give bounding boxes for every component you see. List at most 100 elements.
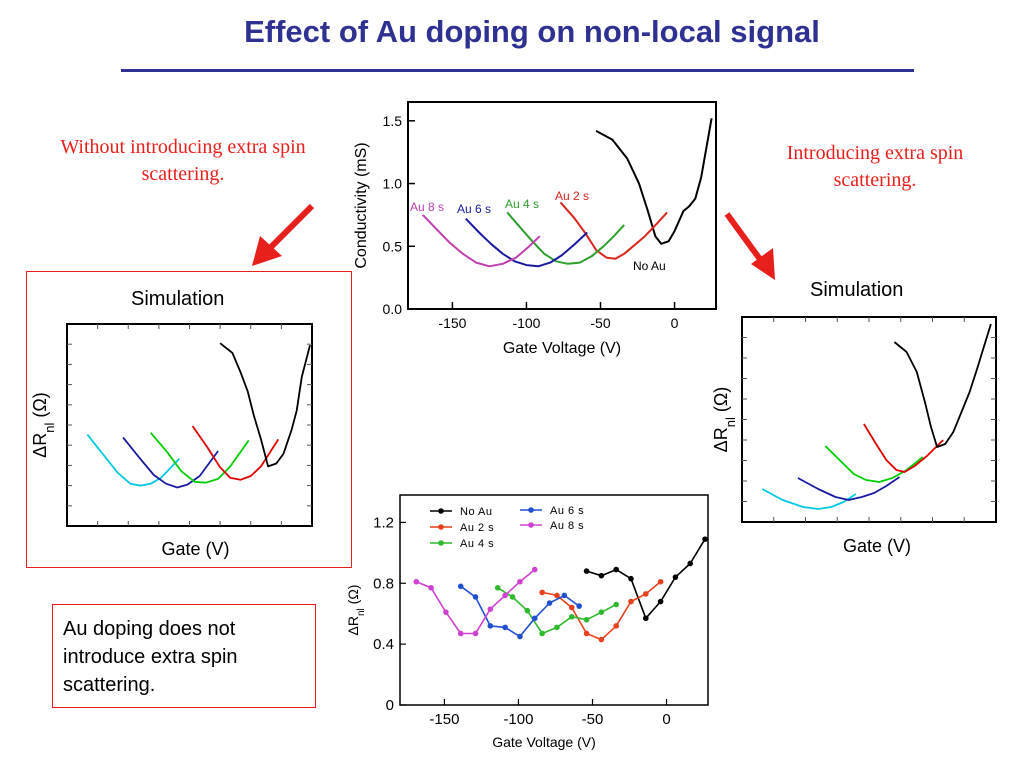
left-simulation-label: Simulation: [131, 288, 225, 310]
left-simulation-box: [26, 271, 352, 568]
nl-point-au-4-s: [583, 616, 590, 623]
cond-plot-frame: [407, 101, 717, 310]
nl-point-au-2-s: [657, 578, 664, 585]
cond-series-label: No Au: [633, 259, 666, 273]
nl-point-au-2-s: [568, 604, 575, 611]
nl-point-au-8-s: [502, 592, 508, 599]
nl-series-line-au-8-s: [415, 568, 536, 635]
cond-x-tick-label: -150: [438, 315, 466, 331]
left-note: Without introducing extra spin scatterin…: [60, 136, 306, 185]
cond-series-line-au-2-s: [559, 201, 668, 260]
nl-y-tick-label: 0: [386, 697, 394, 714]
title-underline: [121, 69, 914, 72]
nl-x-tick-label: -100: [503, 711, 533, 728]
nl-point-au-2-s: [539, 589, 545, 596]
simR-plot-frame: [741, 316, 997, 523]
cond-series-label: Au 2 s: [555, 189, 589, 203]
nl-y-axis-label: ΔRnl (Ω): [345, 585, 367, 636]
nl-point-au-6-s: [472, 594, 479, 600]
nl-series-line-au-6-s: [460, 585, 580, 638]
simR-series-line-2: [824, 445, 924, 483]
nl-point-no-au: [687, 560, 694, 567]
cond-series-line-au-6-s: [465, 218, 588, 268]
nl-point-au-4-s: [568, 613, 575, 620]
cond-x-tick-label: -50: [590, 315, 610, 331]
nl-point-au-4-s: [613, 601, 619, 608]
cond-y-tick-label: 0.5: [383, 238, 403, 254]
slide-title: Effect of Au doping on non-local signal: [244, 14, 820, 49]
cond-series-label: Au 4 s: [505, 197, 539, 211]
nl-point-no-au: [598, 572, 605, 579]
nl-point-au-8-s: [487, 606, 494, 612]
nl-point-au-4-s: [598, 609, 605, 615]
nl-plot-frame: [399, 494, 709, 706]
simR-series-line-4: [893, 323, 992, 448]
nl-series-line-au-2-s: [542, 581, 662, 641]
nl-point-no-au: [643, 615, 649, 622]
cond-y-tick-label: 1.5: [383, 113, 403, 129]
nl-point-au-6-s: [531, 615, 538, 622]
simR-series-line-3: [863, 423, 944, 473]
nl-point-au-2-s: [643, 591, 649, 597]
conclusion-box: Au doping does not introduce extra spin …: [52, 604, 316, 708]
nl-series-line-no-au: [586, 538, 706, 620]
nl-x-tick-label: -150: [429, 711, 459, 728]
cond-x-tick-label: 0: [671, 315, 679, 331]
nl-x-tick-label: 0: [662, 711, 670, 728]
nl-legend-marker: [528, 522, 534, 528]
simR-x-axis-label: Gate (V): [843, 536, 911, 556]
simR-y-axis-label: ΔRnl (Ω): [711, 387, 738, 453]
nl-point-au-8-s: [428, 585, 434, 591]
nl-y-tick-label: 0.8: [373, 575, 394, 592]
right-note: Introducing extra spin scattering.: [786, 142, 964, 191]
nl-point-au-6-s: [502, 624, 508, 631]
nl-legend-label: Au 2 s: [460, 522, 494, 534]
right-arrow-icon: [724, 212, 775, 280]
nl-point-au-2-s: [598, 636, 605, 643]
cond-series-line-no-au: [595, 118, 713, 245]
simR-series-line-0: [761, 488, 857, 510]
nl-y-tick-label: 0.4: [373, 636, 394, 653]
nl-point-au-6-s: [576, 603, 582, 609]
nl-point-no-au: [657, 598, 664, 605]
simR-series-line-1: [797, 476, 901, 501]
cond-series-line-au-8-s: [422, 214, 541, 268]
nl-point-no-au: [613, 566, 619, 573]
nl-point-au-2-s: [554, 592, 560, 599]
nl-point-no-au: [628, 575, 634, 582]
nl-point-au-4-s: [554, 624, 560, 631]
nl-point-no-au: [702, 536, 708, 542]
nl-legend-marker: [438, 540, 444, 546]
nl-point-au-8-s: [517, 578, 523, 585]
nl-legend-label: Au 8 s: [550, 520, 584, 532]
nl-legend-label: No Au: [460, 506, 492, 518]
cond-y-axis-label: Conductivity (mS): [353, 142, 370, 268]
nl-legend-marker: [438, 508, 444, 514]
nl-point-au-8-s: [457, 630, 464, 637]
right-simulation-label: Simulation: [810, 279, 904, 301]
nl-x-tick-label: -50: [582, 711, 604, 728]
nl-point-au-4-s: [509, 594, 516, 600]
nl-point-no-au: [583, 568, 590, 574]
nl-point-au-4-s: [539, 630, 545, 637]
nl-series-line-au-4-s: [497, 587, 617, 635]
nl-point-au-8-s: [443, 609, 449, 615]
cond-series-label: Au 6 s: [457, 202, 491, 216]
left-arrow-icon: [252, 203, 315, 266]
nl-y-tick-label: 1.2: [373, 514, 394, 531]
nl-legend-marker: [528, 507, 534, 513]
nl-point-au-6-s: [546, 600, 553, 606]
nl-legend-label: Au 6 s: [550, 505, 584, 517]
nl-point-au-2-s: [583, 630, 590, 637]
nl-point-au-2-s: [613, 623, 619, 629]
cond-y-tick-label: 0.0: [383, 301, 403, 317]
nl-point-au-4-s: [494, 585, 501, 591]
nl-point-au-8-s: [413, 578, 420, 585]
nl-x-axis-label: Gate Voltage (V): [492, 734, 596, 750]
nl-point-au-8-s: [531, 566, 538, 573]
nl-legend-marker: [438, 524, 444, 530]
nl-point-au-6-s: [487, 623, 494, 629]
nl-legend-label: Au 4 s: [460, 538, 494, 550]
nl-point-au-4-s: [524, 607, 531, 614]
cond-x-axis-label: Gate Voltage (V): [503, 340, 621, 357]
